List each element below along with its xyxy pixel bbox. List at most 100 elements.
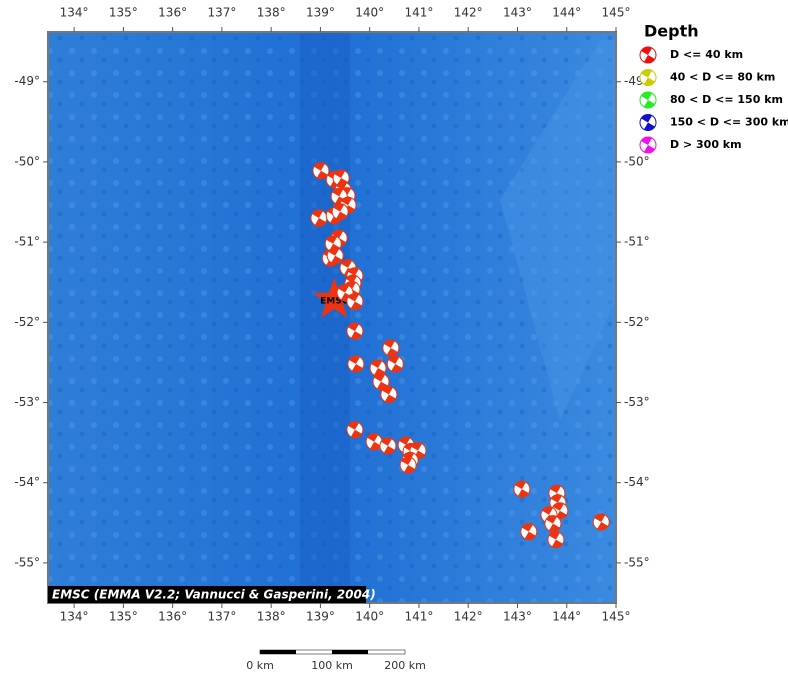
ball-quadrant	[401, 457, 413, 466]
x-tick-label: 143°	[503, 610, 532, 624]
legend-label: D > 300 km	[670, 138, 742, 151]
y-tick-label: -50°	[624, 154, 650, 168]
x-tick-label: 145°	[602, 6, 631, 20]
x-tick-label: 138°	[257, 610, 286, 624]
ball-quadrant	[380, 437, 392, 446]
x-tick-label: 145°	[602, 610, 631, 624]
ball-quadrant	[644, 122, 655, 131]
event	[331, 203, 349, 221]
ball-quadrant	[644, 145, 655, 154]
ball-quadrant	[347, 267, 359, 276]
ball-quadrant	[551, 539, 563, 548]
x-tick-label: 139°	[306, 610, 335, 624]
event	[310, 209, 328, 227]
ball-quadrant	[644, 77, 655, 86]
ball-quadrant	[641, 46, 652, 55]
event	[346, 322, 364, 340]
legend-icon	[639, 136, 657, 154]
y-tick-label: -55°	[624, 555, 650, 569]
ball-quadrant	[546, 515, 557, 524]
ball-quadrant	[641, 91, 652, 100]
scale-label: 100 km	[311, 659, 353, 672]
ball-quadrant	[347, 421, 359, 430]
y-tick-label: -49°	[14, 74, 40, 88]
ball-quadrant	[517, 489, 529, 498]
ball-quadrant	[548, 523, 560, 532]
ball-quadrant	[521, 523, 533, 532]
ball-quadrant	[384, 394, 396, 403]
ball-quadrant	[350, 331, 362, 340]
ball-quadrant	[370, 441, 382, 450]
y-tick-label: -51°	[14, 235, 40, 249]
ball-quadrant	[555, 510, 567, 519]
event	[380, 385, 398, 403]
ball-quadrant	[550, 494, 562, 503]
x-tick-label: 135°	[109, 610, 138, 624]
ball-quadrant	[332, 230, 344, 239]
ball-quadrant	[641, 114, 652, 123]
ball-quadrant	[347, 293, 359, 302]
event	[382, 339, 400, 357]
scale-seg	[260, 650, 296, 654]
event	[379, 437, 397, 455]
x-tick-label: 137°	[207, 6, 236, 20]
y-tick-label: -54°	[14, 475, 40, 489]
ball-quadrant	[386, 347, 398, 356]
y-tick-label: -52°	[624, 315, 650, 329]
event	[372, 373, 390, 391]
ball-quadrant	[597, 522, 609, 531]
ball-quadrant	[641, 136, 652, 145]
ball-quadrant	[411, 442, 422, 451]
event	[346, 292, 364, 310]
x-tick-label: 137°	[207, 610, 236, 624]
ball-quadrant	[351, 364, 363, 373]
event	[547, 531, 565, 549]
ball-quadrant	[331, 255, 343, 264]
ball-quadrant	[350, 429, 362, 438]
ball-quadrant	[347, 323, 359, 332]
map-area	[47, 31, 617, 604]
event	[513, 480, 531, 498]
event	[592, 513, 610, 531]
legend-title: Depth	[644, 22, 699, 41]
ball-quadrant	[391, 364, 403, 373]
ball-quadrant	[326, 235, 338, 244]
ball-quadrant	[336, 181, 348, 190]
epicenter	[313, 277, 356, 318]
x-tick-label: 134°	[60, 610, 89, 624]
ball-quadrant	[341, 197, 353, 206]
event	[347, 355, 365, 373]
event	[312, 162, 330, 180]
ball-quadrant	[333, 203, 345, 212]
ball-quadrant	[388, 356, 400, 365]
y-tick-label: -55°	[14, 555, 40, 569]
ball-quadrant	[316, 170, 328, 179]
ball-quadrant	[641, 69, 652, 78]
x-tick-label: 143°	[503, 6, 532, 20]
y-tick-label: -54°	[624, 475, 650, 489]
ball-quadrant	[524, 531, 536, 540]
ball-quadrant	[336, 211, 348, 220]
y-tick-label: -50°	[14, 154, 40, 168]
ball-quadrant	[367, 433, 379, 442]
x-tick-label: 142°	[454, 6, 483, 20]
legend-icon	[639, 91, 657, 109]
x-tick-label: 140°	[355, 610, 384, 624]
ball-quadrant	[371, 360, 383, 369]
legend-icon	[639, 46, 657, 64]
ridge-band	[300, 32, 350, 603]
legend-label: 150 < D <= 300 km	[670, 116, 788, 129]
event	[365, 433, 383, 451]
x-tick-label: 142°	[454, 610, 483, 624]
ball-quadrant	[334, 169, 346, 178]
ball-quadrant	[314, 218, 326, 227]
x-tick-label: 144°	[552, 6, 581, 20]
ball-quadrant	[514, 481, 526, 490]
y-tick-label: -52°	[14, 315, 40, 329]
ball-quadrant	[383, 339, 395, 348]
x-tick-label: 135°	[109, 6, 138, 20]
ball-quadrant	[348, 356, 360, 365]
credit: EMSC (EMMA V2.2; Vannucci & Gasperini, 2…	[52, 588, 376, 602]
ball-quadrant	[542, 506, 554, 515]
y-tick-label: -51°	[624, 235, 650, 249]
